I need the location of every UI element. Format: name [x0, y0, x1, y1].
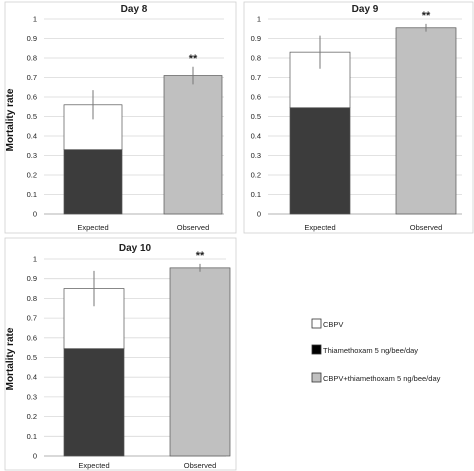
x-tick-label: Observed [177, 223, 210, 232]
chart-panel-1: 0 0.1 0.2 0.3 0.4 0.5 0.6 0.7 0.8 0.9 1 Day 8 Expect… [4, 1, 237, 234]
chart-title: Day 10 [119, 243, 152, 254]
y-tick-label: 0.3 [27, 151, 37, 160]
y-tick-label: 0.8 [27, 294, 37, 303]
y-tick-label: 0.1 [27, 432, 37, 441]
y-tick-label: 0.5 [27, 112, 37, 121]
y-tick-label: 0.2 [27, 171, 37, 180]
legend-label: CBPV+thiamethoxam 5 ng/bee/day [323, 374, 441, 383]
y-tick-label: 0.6 [27, 333, 37, 342]
significance-label: ** [422, 10, 431, 22]
y-tick-label: 1 [33, 255, 37, 264]
y-tick-label: 0.8 [27, 54, 37, 63]
y-tick-label: 0 [257, 210, 261, 219]
legend: CBPV Thiamethoxam 5 ng/bee/day CBPV+thiame… [311, 318, 441, 383]
y-axis-label: Mortality rate [5, 327, 16, 390]
significance-label: ** [196, 250, 205, 262]
y-tick-label: 0.6 [251, 93, 261, 102]
y-tick-label: 0.5 [27, 353, 37, 362]
x-tick-label: Expected [77, 223, 108, 232]
chart-title: Day 9 [352, 4, 379, 15]
y-tick-label: 0.1 [251, 190, 261, 199]
legend-swatch [311, 372, 322, 383]
y-tick-label: 1 [33, 15, 37, 24]
y-tick-label: 0.3 [27, 392, 37, 401]
x-tick-label: Observed [410, 223, 443, 232]
y-tick-label: 0.5 [251, 112, 261, 121]
legend-swatch [311, 318, 322, 329]
y-tick-label: 0.7 [27, 314, 37, 323]
legend-label: CBPV [323, 320, 343, 329]
y-tick-label: 0.7 [27, 73, 37, 82]
y-tick-label: 0.7 [251, 73, 261, 82]
bar-segment [63, 348, 125, 457]
y-tick-label: 0.3 [251, 151, 261, 160]
x-tick-label: Observed [184, 461, 217, 470]
bar-segment [289, 107, 351, 215]
panel-frame [243, 1, 474, 234]
y-axis-label: Mortality rate [5, 88, 16, 151]
bar-segment [63, 149, 123, 215]
chart-panel-3: 0 0.1 0.2 0.3 0.4 0.5 0.6 0.7 0.8 0.9 1 Day 10 Expec… [4, 237, 237, 471]
y-tick-label: 0.4 [27, 132, 37, 141]
y-tick-label: 0.6 [27, 93, 37, 102]
y-tick-label: 1 [257, 15, 261, 24]
x-tick-label: Expected [78, 461, 109, 470]
y-tick-label: 0.2 [251, 171, 261, 180]
legend-label: Thiamethoxam 5 ng/bee/day [323, 346, 418, 355]
y-tick-label: 0.4 [251, 132, 261, 141]
y-tick-label: 0.2 [27, 412, 37, 421]
y-tick-label: 0 [33, 452, 37, 461]
y-tick-label: 0.8 [251, 54, 261, 63]
panel-frame [4, 237, 237, 471]
bar-segment [163, 75, 223, 215]
panel-frame [4, 1, 237, 234]
x-tick-label: Expected [304, 223, 335, 232]
bar-segment [169, 267, 231, 457]
y-tick-label: 0.1 [27, 190, 37, 199]
bar-segment [395, 27, 457, 215]
chart-title: Day 8 [121, 4, 148, 15]
y-tick-label: 0.9 [251, 34, 261, 43]
y-tick-label: 0.9 [27, 34, 37, 43]
y-tick-label: 0 [33, 210, 37, 219]
y-tick-label: 0.9 [27, 274, 37, 283]
significance-label: ** [189, 53, 198, 65]
chart-panel-2: 0 0.1 0.2 0.3 0.4 0.5 0.6 0.7 0.8 0.9 1 Day 9 Expect… [243, 1, 474, 234]
legend-swatch [311, 344, 322, 355]
y-tick-label: 0.4 [27, 373, 37, 382]
